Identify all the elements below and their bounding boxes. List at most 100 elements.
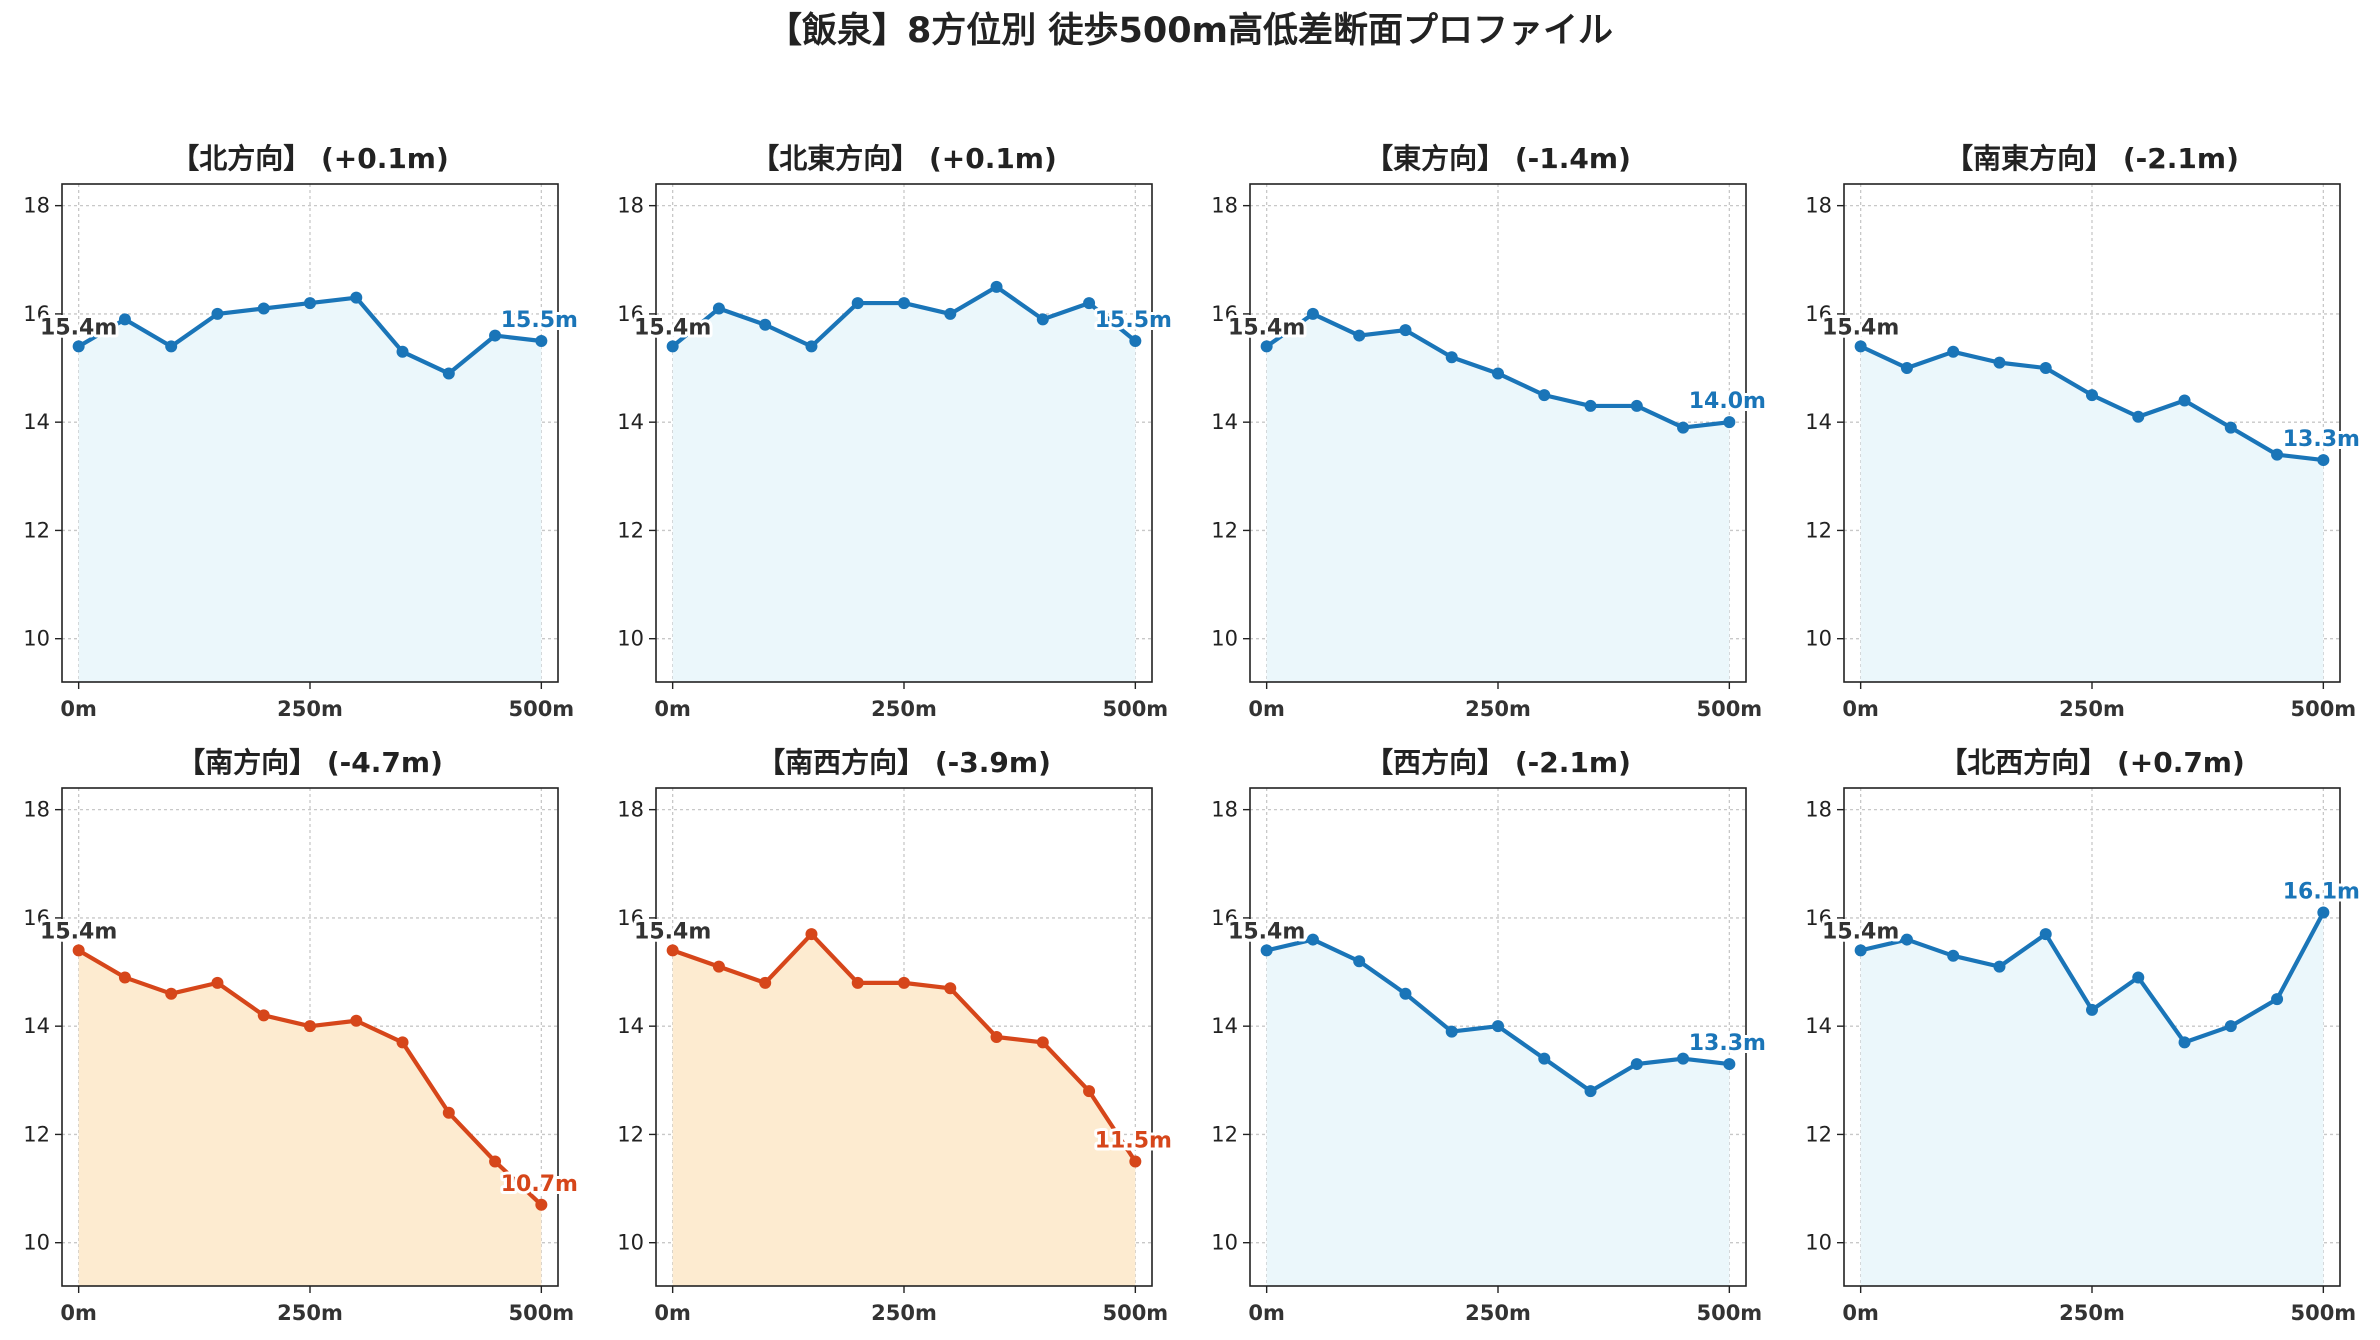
x-tick-label: 250m — [871, 1301, 937, 1325]
profile-point — [165, 987, 178, 1000]
profile-area — [672, 286, 1136, 682]
profile-point — [2317, 454, 2330, 467]
y-tick-label: 14 — [1211, 1014, 1238, 1038]
profile-point — [1399, 324, 1412, 337]
end-label-halo: 16.1m — [2283, 880, 2360, 905]
y-tick-label: 14 — [617, 410, 644, 434]
profile-point — [489, 1155, 502, 1168]
profile-point — [535, 1198, 548, 1211]
profile-point — [1900, 933, 1913, 946]
profile-point — [1538, 1052, 1551, 1065]
profile-point — [1445, 351, 1458, 364]
y-tick-label: 14 — [23, 410, 50, 434]
profile-point — [72, 944, 85, 957]
profile-point — [1083, 1085, 1096, 1098]
profile-area — [672, 934, 1136, 1286]
x-tick-label: 250m — [2059, 1301, 2125, 1325]
profile-point — [2132, 971, 2145, 984]
profile-point — [1306, 307, 1319, 320]
profile-point — [257, 1009, 270, 1022]
y-tick-label: 12 — [1211, 518, 1238, 542]
profile-point — [72, 340, 85, 353]
profile-point — [1538, 389, 1551, 402]
end-label-halo: 15.5m — [1095, 308, 1172, 333]
profile-point — [535, 334, 548, 347]
panel-0: 【北方向】 (+0.1m) 10 12 14 16 18 0m 250m 500m 15.4m 15… — [23, 142, 581, 721]
x-tick-label: 500m — [1102, 697, 1168, 721]
panel-title: 【南東方向】 (-2.1m) — [1945, 142, 2239, 175]
end-label-halo: 11.5m — [1095, 1129, 1172, 1154]
profile-point — [1993, 356, 2006, 369]
y-tick-label: 10 — [1211, 627, 1238, 651]
profile-point — [805, 928, 818, 941]
profile-point — [898, 976, 910, 989]
profile-point — [2317, 906, 2330, 919]
y-tick-label: 10 — [1805, 627, 1832, 651]
profile-point — [442, 1106, 455, 1119]
start-label-halo: 15.4m — [634, 919, 711, 944]
profile-point — [1854, 340, 1867, 353]
x-tick-label: 500m — [1696, 1301, 1762, 1325]
y-tick-label: 14 — [23, 1014, 50, 1038]
end-label-halo: 14.0m — [1689, 389, 1766, 414]
profile-point — [759, 318, 772, 331]
end-label: 16.1m — [2283, 880, 2360, 905]
profile-point — [712, 302, 725, 315]
y-tick-label: 18 — [1211, 194, 1238, 218]
profile-point — [1993, 960, 2006, 973]
panel-title: 【南西方向】 (-3.9m) — [757, 746, 1051, 779]
x-tick-label: 0m — [1248, 1301, 1285, 1325]
profile-point — [350, 291, 363, 304]
profile-point — [2224, 421, 2237, 434]
profile-point — [350, 1014, 363, 1027]
profile-point — [1036, 1036, 1049, 1049]
end-label: 14.0m — [1689, 389, 1766, 414]
profile-point — [1854, 944, 1867, 957]
x-tick-label: 0m — [60, 1301, 97, 1325]
y-tick-label: 18 — [617, 194, 644, 218]
y-tick-label: 14 — [617, 1014, 644, 1038]
panels-grid: 【北方向】 (+0.1m) 10 12 14 16 18 0m 250m 500m 15.4m 15… — [23, 142, 2363, 1325]
panel-7: 【北西方向】 (+0.7m) 10 12 14 16 18 0m 250m 500m 15.4m 1… — [1805, 746, 2363, 1325]
x-tick-label: 0m — [1842, 697, 1879, 721]
profile-point — [1723, 416, 1736, 429]
profile-point — [759, 976, 772, 989]
end-label: 15.5m — [1095, 308, 1172, 333]
profile-point — [851, 297, 864, 310]
profile-point — [1083, 297, 1096, 310]
profile-point — [1584, 399, 1597, 412]
x-tick-label: 250m — [2059, 697, 2125, 721]
profile-area — [1266, 939, 1730, 1286]
profile-point — [805, 340, 818, 353]
profile-point — [1723, 1058, 1736, 1071]
profile-point — [2178, 394, 2191, 407]
start-label-halo: 15.4m — [40, 919, 117, 944]
profile-point — [2132, 410, 2145, 423]
panel-title: 【北方向】 (+0.1m) — [171, 142, 449, 175]
y-tick-label: 16 — [1805, 906, 1832, 930]
profile-point — [944, 982, 957, 995]
x-tick-label: 0m — [1842, 1301, 1879, 1325]
start-label-halo: 15.4m — [1228, 919, 1305, 944]
y-tick-label: 10 — [1805, 1231, 1832, 1255]
panel-title: 【北東方向】 (+0.1m) — [751, 142, 1057, 175]
x-tick-label: 0m — [1248, 697, 1285, 721]
profile-point — [2178, 1036, 2191, 1049]
profile-point — [489, 329, 502, 342]
start-label: 15.4m — [1822, 919, 1899, 944]
x-tick-label: 500m — [2290, 697, 2356, 721]
start-label-halo: 15.4m — [1822, 919, 1899, 944]
end-label-halo: 15.5m — [501, 308, 578, 333]
y-tick-label: 14 — [1211, 410, 1238, 434]
profile-point — [990, 1031, 1003, 1043]
profile-point — [211, 307, 224, 320]
y-tick-label: 12 — [1805, 1122, 1832, 1146]
x-tick-label: 0m — [60, 697, 97, 721]
panel-title: 【北西方向】 (+0.7m) — [1939, 746, 2245, 779]
y-tick-label: 14 — [1805, 410, 1832, 434]
profile-point — [304, 1020, 316, 1033]
y-tick-label: 16 — [617, 302, 644, 326]
profile-point — [1677, 1052, 1690, 1065]
profile-point — [851, 976, 864, 989]
